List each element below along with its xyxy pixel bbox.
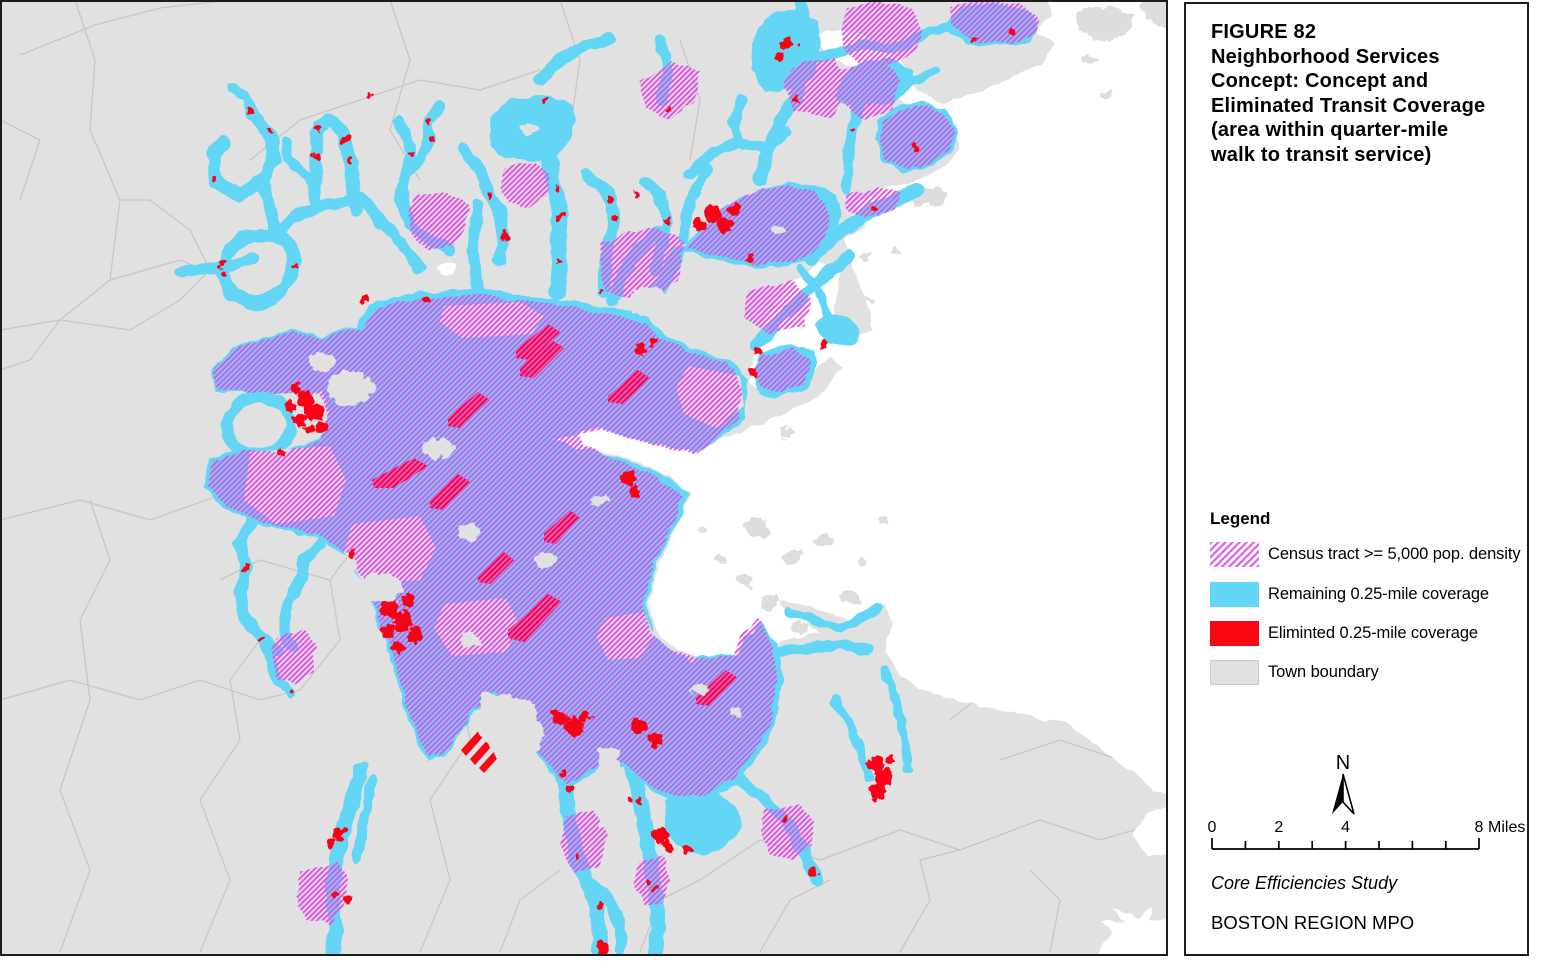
svg-text:4: 4 [1341, 819, 1350, 836]
svg-text:2: 2 [1274, 819, 1283, 836]
svg-text:0: 0 [1208, 819, 1217, 836]
svg-text:8: 8 [1475, 819, 1484, 836]
svg-text:N: N [1336, 752, 1350, 774]
svg-text:Miles: Miles [1488, 819, 1525, 836]
